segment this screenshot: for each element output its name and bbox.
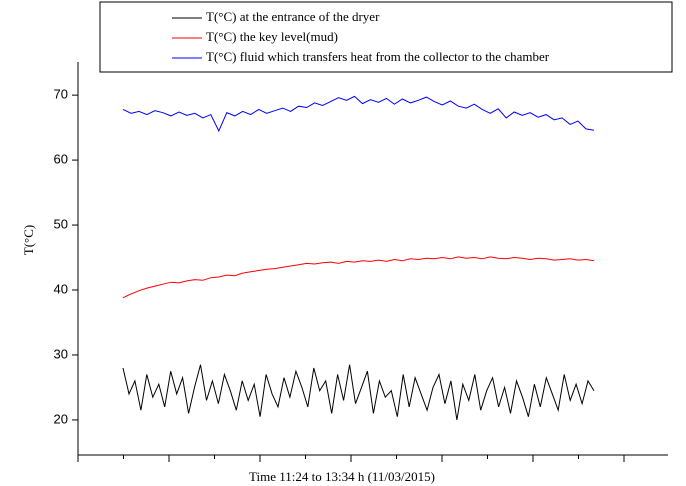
y-tick-label: 70 bbox=[54, 87, 68, 102]
y-tick-label: 50 bbox=[54, 216, 68, 231]
legend-label: T(°C) fluid which transfers heat from th… bbox=[206, 49, 550, 64]
y-tick-label: 20 bbox=[54, 411, 68, 426]
x-axis-label: Time 11:24 to 13:34 h (11/03/2015) bbox=[249, 469, 435, 484]
y-tick-label: 60 bbox=[54, 152, 68, 167]
legend-label: T(°C) at the entrance of the dryer bbox=[206, 9, 380, 24]
y-tick-label: 30 bbox=[54, 346, 68, 361]
y-axis-label: T(°C) bbox=[21, 225, 36, 255]
y-tick-label: 40 bbox=[54, 281, 68, 296]
legend-label: T(°C) the key level(mud) bbox=[206, 29, 338, 44]
series-line bbox=[122, 95, 595, 133]
series-line bbox=[122, 364, 595, 420]
legend-box bbox=[99, 1, 673, 73]
series-line bbox=[122, 256, 595, 299]
